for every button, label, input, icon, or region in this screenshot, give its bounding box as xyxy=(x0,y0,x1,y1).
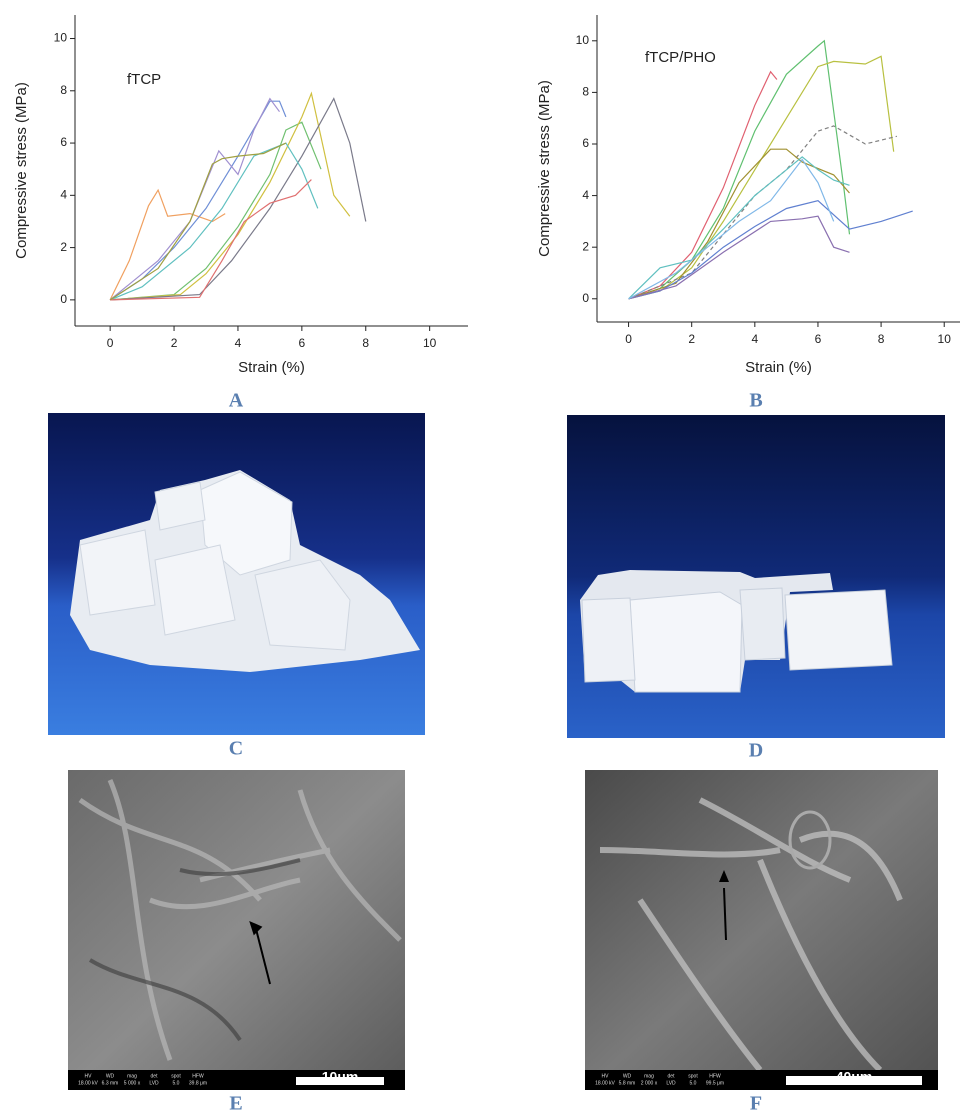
data-line xyxy=(628,158,835,300)
sem-info: WD xyxy=(106,1073,115,1079)
y-tick-label: 10 xyxy=(576,33,590,47)
y-tick-label: 8 xyxy=(582,85,589,99)
scale-bar-label: 40μm xyxy=(836,1069,873,1085)
x-axis-label: Strain (%) xyxy=(238,359,305,376)
x-tick-label: 2 xyxy=(688,332,695,346)
y-tick-label: 10 xyxy=(54,31,68,45)
data-line xyxy=(109,142,287,301)
panel-label: B xyxy=(749,390,762,412)
x-tick-label: 10 xyxy=(938,332,952,346)
sem-info: 5.8 mm xyxy=(619,1080,636,1086)
y-tick-label: 6 xyxy=(582,136,589,150)
photo-c xyxy=(48,413,425,735)
sem-info: LVD xyxy=(149,1080,159,1086)
data-line xyxy=(628,200,913,300)
y-axis-label: Compressive stress (MPa) xyxy=(13,82,30,259)
data-line xyxy=(110,179,312,301)
y-tick-label: 0 xyxy=(582,291,589,305)
data-line xyxy=(628,148,850,300)
y-tick-label: 4 xyxy=(582,188,589,202)
x-tick-label: 8 xyxy=(362,336,369,350)
sem-e xyxy=(68,770,405,1090)
x-tick-label: 8 xyxy=(878,332,885,346)
sem-info: HFW xyxy=(709,1073,721,1079)
x-tick-label: 0 xyxy=(107,336,114,350)
sem-info: mag xyxy=(644,1073,654,1079)
data-line xyxy=(109,142,319,301)
data-line xyxy=(628,70,778,300)
data-line xyxy=(628,39,851,300)
y-tick-label: 4 xyxy=(60,187,67,201)
sem-info: HV xyxy=(602,1073,610,1079)
sem-info: HV xyxy=(85,1073,93,1079)
sem-info: WD xyxy=(623,1073,632,1079)
sem-f xyxy=(585,770,938,1090)
data-line xyxy=(628,156,850,300)
y-tick-label: 2 xyxy=(582,239,589,253)
sem-info: HFW xyxy=(192,1073,204,1079)
data-line xyxy=(110,97,367,301)
data-line xyxy=(628,125,898,300)
data-line xyxy=(109,100,287,301)
panel-label: C xyxy=(229,738,243,760)
panel-label: E xyxy=(229,1093,242,1115)
sem-info: 99.5 μm xyxy=(706,1080,724,1086)
sem-info: 18.00 kV xyxy=(78,1080,98,1086)
sem-info: spot xyxy=(171,1073,181,1079)
x-tick-label: 0 xyxy=(625,332,632,346)
y-tick-label: 8 xyxy=(60,83,67,97)
panel-label: D xyxy=(749,740,763,762)
sem-info: 5 000 x xyxy=(124,1080,141,1086)
x-tick-label: 6 xyxy=(299,336,306,350)
sem-info: 6.3 mm xyxy=(102,1080,119,1086)
sem-info: 5.0 xyxy=(173,1080,180,1086)
panel-label: A xyxy=(229,390,244,412)
x-axis-label: Strain (%) xyxy=(745,359,812,376)
sem-info: 18.00 kV xyxy=(595,1080,615,1086)
sem-info: det xyxy=(668,1073,676,1079)
sem-info: mag xyxy=(127,1073,137,1079)
x-tick-label: 4 xyxy=(751,332,758,346)
data-line xyxy=(110,91,351,301)
x-tick-label: 10 xyxy=(423,336,437,350)
annotation: fTCP/PHO xyxy=(645,49,716,66)
y-tick-label: 0 xyxy=(60,292,67,306)
sem-info: 5.0 xyxy=(690,1080,697,1086)
sem-info: 2 000 x xyxy=(641,1080,658,1086)
x-tick-label: 6 xyxy=(815,332,822,346)
sem-info: spot xyxy=(688,1073,698,1079)
y-tick-label: 6 xyxy=(60,135,67,149)
y-tick-label: 2 xyxy=(60,240,67,254)
data-line xyxy=(628,215,850,300)
scale-bar-label: 10μm xyxy=(322,1069,359,1085)
x-tick-label: 2 xyxy=(171,336,178,350)
sem-info: det xyxy=(151,1073,159,1079)
y-axis-label: Compressive stress (MPa) xyxy=(536,80,553,257)
data-line xyxy=(109,188,226,301)
photo-d xyxy=(567,415,945,738)
annotation: fTCP xyxy=(127,71,161,88)
data-line xyxy=(109,97,280,301)
x-tick-label: 4 xyxy=(235,336,242,350)
sem-info: LVD xyxy=(666,1080,676,1086)
sem-info: 39.8 μm xyxy=(189,1080,207,1086)
panel-label: F xyxy=(750,1093,762,1115)
